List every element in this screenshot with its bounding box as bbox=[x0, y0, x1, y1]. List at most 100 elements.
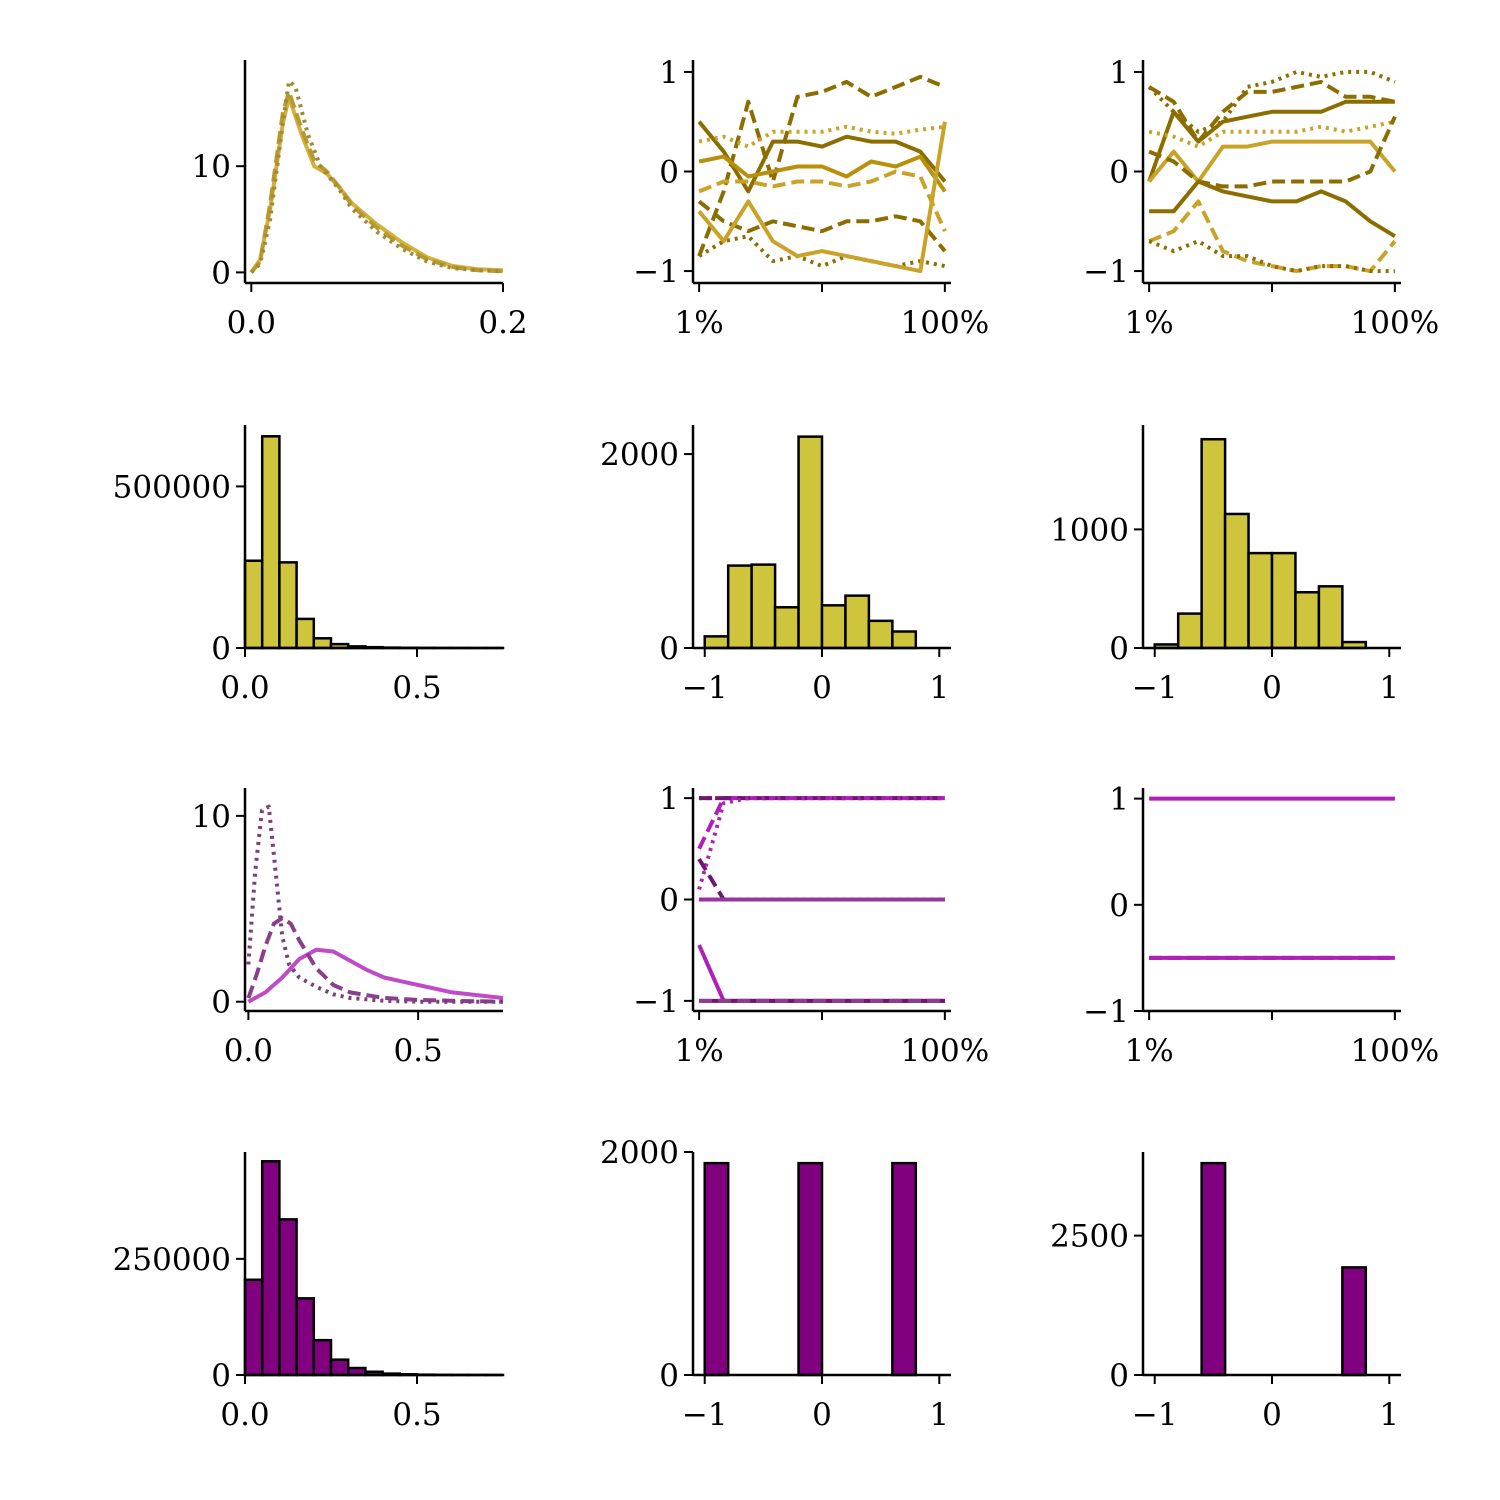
histogram-bar bbox=[260, 435, 281, 650]
histogram-bar bbox=[1247, 551, 1274, 650]
histogram-bar bbox=[820, 604, 847, 650]
x-tick-label: 1% bbox=[1125, 305, 1174, 341]
x-tick-label: −1 bbox=[1132, 670, 1178, 706]
x-tick-label: 0.0 bbox=[220, 670, 269, 706]
histogram-bar bbox=[844, 594, 871, 650]
x-tick-label: 100% bbox=[901, 305, 990, 341]
x-tick-label: 0 bbox=[812, 670, 832, 706]
x-tick-label: 0.0 bbox=[224, 1033, 273, 1069]
series-line bbox=[698, 124, 946, 149]
y-tick-label: 0 bbox=[1109, 1358, 1129, 1394]
series-line bbox=[246, 916, 504, 1004]
y-tick-label: 0 bbox=[659, 155, 679, 191]
y-tick-label: 2000 bbox=[600, 1135, 679, 1171]
histogram-bar bbox=[312, 637, 333, 650]
y-tick-label: 1000 bbox=[1050, 512, 1129, 548]
series-line bbox=[697, 857, 945, 902]
series-line bbox=[697, 796, 945, 890]
y-tick-label: 250000 bbox=[113, 1242, 231, 1278]
x-tick-label: 1 bbox=[1379, 1397, 1399, 1433]
series-line bbox=[249, 79, 504, 274]
series-line bbox=[1147, 139, 1397, 184]
series-line bbox=[698, 234, 946, 269]
x-tick-label: 1% bbox=[675, 1033, 724, 1069]
y-tick-label: 2000 bbox=[600, 437, 679, 473]
y-tick-label: 0 bbox=[211, 985, 231, 1021]
y-tick-label: 1 bbox=[659, 55, 679, 91]
histogram-bar bbox=[1200, 437, 1227, 650]
y-tick-label: 0 bbox=[211, 631, 231, 667]
series-line bbox=[1148, 199, 1397, 274]
series-line bbox=[697, 120, 947, 194]
y-tick-label: 0 bbox=[1109, 888, 1129, 924]
histogram-bar bbox=[260, 1160, 281, 1377]
y-tick-label: 0 bbox=[659, 1358, 679, 1394]
histogram-bar bbox=[278, 561, 298, 650]
series-line bbox=[249, 89, 504, 274]
y-tick-label: 10 bbox=[192, 799, 231, 835]
histogram-bar bbox=[891, 1161, 918, 1377]
y-tick-label: 0 bbox=[211, 255, 231, 291]
x-tick-label: 100% bbox=[901, 1033, 990, 1069]
series-line bbox=[697, 199, 947, 253]
y-tick-label: 0 bbox=[1109, 155, 1129, 191]
histogram-bar bbox=[726, 564, 753, 650]
x-tick-label: −1 bbox=[682, 670, 728, 706]
y-tick-label: 500000 bbox=[113, 469, 231, 505]
series-line bbox=[247, 947, 504, 1004]
x-tick-label: 1% bbox=[1125, 1033, 1174, 1069]
series-line bbox=[1147, 99, 1395, 183]
series-line bbox=[697, 944, 945, 1003]
histogram-bar bbox=[703, 635, 730, 650]
series-line bbox=[1148, 119, 1396, 149]
histogram-bar bbox=[329, 1358, 350, 1377]
histogram-bar bbox=[278, 1218, 298, 1377]
series-line bbox=[697, 796, 945, 850]
series-line bbox=[698, 169, 947, 233]
x-tick-label: 100% bbox=[1351, 305, 1440, 341]
histogram-bar bbox=[1341, 1266, 1368, 1377]
series-line bbox=[1148, 79, 1396, 144]
x-tick-label: 0.0 bbox=[220, 1397, 269, 1433]
x-tick-label: 0.5 bbox=[392, 1397, 441, 1433]
y-tick-label: −1 bbox=[633, 984, 679, 1020]
x-tick-label: 0 bbox=[1262, 1397, 1282, 1433]
x-tick-label: 0.2 bbox=[478, 305, 527, 341]
histogram-bar bbox=[1200, 1161, 1227, 1377]
histogram-bar bbox=[1176, 612, 1203, 650]
histogram-bar bbox=[797, 1161, 824, 1377]
x-tick-label: 0.5 bbox=[393, 1033, 442, 1069]
y-tick-label: −1 bbox=[633, 254, 679, 290]
histogram-bar bbox=[295, 1297, 316, 1377]
x-tick-label: 0 bbox=[1262, 670, 1282, 706]
series-line bbox=[697, 121, 947, 274]
histogram-bar bbox=[1317, 585, 1344, 650]
series-line bbox=[698, 154, 947, 193]
y-tick-label: 1 bbox=[1109, 55, 1129, 91]
histogram-bar bbox=[1294, 591, 1321, 650]
x-tick-label: 0.0 bbox=[227, 305, 276, 341]
y-tick-label: 1 bbox=[1109, 782, 1129, 818]
histogram-bar bbox=[891, 630, 918, 650]
x-tick-label: 1 bbox=[929, 1397, 949, 1433]
histogram-bar bbox=[1270, 551, 1297, 650]
x-tick-label: −1 bbox=[1132, 1397, 1178, 1433]
histogram-bar bbox=[243, 559, 264, 650]
x-tick-label: 0 bbox=[812, 1397, 832, 1433]
y-tick-label: 0 bbox=[659, 883, 679, 919]
x-tick-label: 1 bbox=[1379, 670, 1399, 706]
histogram-bar bbox=[773, 606, 800, 650]
histogram-bar bbox=[797, 435, 824, 650]
x-tick-label: 1% bbox=[675, 305, 724, 341]
series-line bbox=[697, 74, 946, 257]
histogram-bar bbox=[312, 1338, 333, 1377]
y-tick-label: 0 bbox=[659, 631, 679, 667]
x-tick-label: 100% bbox=[1351, 1033, 1440, 1069]
y-tick-label: 0 bbox=[211, 1358, 231, 1394]
series-line bbox=[249, 95, 504, 274]
series-line bbox=[1149, 179, 1396, 238]
histogram-bar bbox=[703, 1161, 730, 1377]
histogram-bar bbox=[295, 617, 316, 650]
series-line bbox=[246, 804, 503, 1004]
histogram-bar bbox=[867, 619, 894, 650]
